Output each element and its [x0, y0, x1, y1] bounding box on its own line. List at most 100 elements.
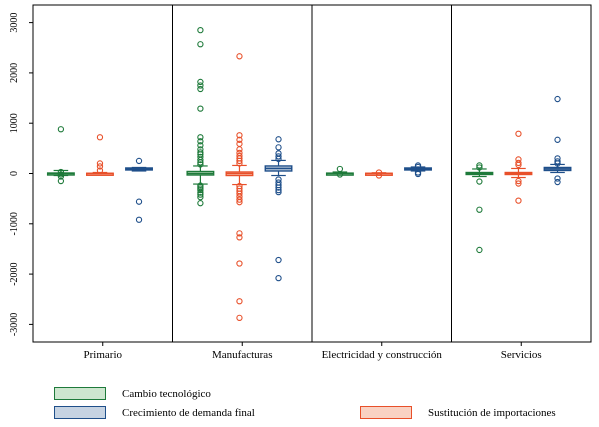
y-tick-label: -2000	[9, 262, 20, 285]
outlier-point	[236, 230, 243, 237]
y-tick-label: 1000	[9, 113, 20, 133]
box-group	[504, 130, 533, 204]
outlier-point	[275, 274, 282, 282]
outlier-point	[515, 159, 522, 167]
outlier-point	[57, 168, 65, 176]
outlier-point	[96, 134, 104, 141]
x-tick-label: Electricidad y construcción	[322, 349, 443, 361]
box-group	[46, 126, 75, 185]
outlier-point	[476, 246, 483, 254]
outlier-point	[96, 167, 104, 174]
outlier-point	[476, 164, 483, 171]
outlier-point	[554, 178, 561, 186]
outlier-point	[375, 169, 383, 176]
outlier-point	[236, 260, 243, 267]
outlier-point	[236, 160, 243, 167]
outlier-point	[57, 126, 65, 133]
outlier-point	[554, 175, 561, 182]
outlier-point	[336, 165, 344, 173]
outlier-point	[275, 153, 282, 160]
outlier-point	[96, 163, 104, 170]
outlier-point	[197, 82, 204, 89]
outlier-point	[515, 130, 522, 137]
y-tick-label: 3000	[9, 13, 20, 33]
outlier-point	[197, 138, 204, 145]
box-group	[325, 165, 354, 178]
y-axis: -3000 -2000 -1000 0 1000 2000 3000	[9, 13, 33, 336]
outlier-point	[197, 142, 204, 149]
outlier-point	[554, 158, 561, 165]
box-group	[264, 136, 293, 282]
outlier-point	[236, 132, 243, 139]
outlier-point	[197, 134, 204, 141]
outlier-point	[236, 146, 243, 153]
outlier-point	[336, 171, 344, 178]
box-group	[125, 157, 153, 223]
outlier-point	[275, 155, 282, 163]
outlier-point	[197, 85, 204, 93]
outlier-point	[554, 160, 561, 167]
x-tick-label: Manufacturas	[212, 349, 272, 361]
box-group	[225, 53, 254, 322]
chart-marks	[46, 5, 572, 342]
outlier-point	[414, 170, 422, 178]
outlier-point	[236, 190, 243, 197]
outlier-point	[197, 193, 204, 201]
outlier-point	[57, 177, 65, 185]
outlier-point	[275, 184, 282, 191]
outlier-point	[197, 105, 204, 112]
outlier-point	[197, 159, 204, 166]
plot-frame	[32, 4, 592, 343]
x-tick-label: Primario	[84, 349, 123, 361]
outlier-point	[275, 186, 282, 194]
outlier-point	[197, 186, 204, 194]
box-group	[404, 162, 432, 178]
outlier-point	[275, 188, 282, 196]
box-group	[543, 95, 572, 186]
outlier-point	[275, 144, 282, 151]
outlier-point	[135, 216, 143, 223]
outlier-point	[554, 136, 561, 143]
outlier-point	[197, 161, 204, 168]
outlier-point	[236, 157, 243, 165]
outlier-point	[236, 199, 243, 206]
outlier-point	[135, 198, 143, 205]
outlier-point	[275, 256, 282, 264]
outlier-point	[57, 171, 65, 178]
outlier-point	[197, 78, 204, 86]
outlier-point	[197, 41, 204, 48]
box-group	[86, 134, 114, 176]
outlier-point	[236, 314, 243, 322]
outlier-point	[135, 157, 143, 165]
outlier-point	[236, 196, 243, 203]
box-group	[186, 26, 215, 207]
outlier-point	[236, 136, 243, 143]
outlier-point	[197, 26, 204, 34]
outlier-point	[197, 149, 204, 156]
outlier-point	[236, 234, 243, 241]
outlier-point	[197, 156, 204, 164]
outlier-point	[236, 53, 243, 60]
outlier-point	[476, 162, 483, 169]
outlier-point	[515, 180, 522, 187]
box-group	[465, 162, 494, 254]
outlier-point	[554, 95, 561, 103]
outlier-point	[197, 200, 204, 207]
outlier-point	[275, 136, 282, 143]
outlier-point	[236, 298, 243, 305]
y-tick-label: -3000	[9, 313, 20, 336]
outlier-point	[57, 173, 65, 180]
outlier-point	[515, 197, 522, 204]
x-axis: Primario Manufacturas Electricidad y const…	[84, 342, 542, 361]
outlier-point	[476, 206, 483, 213]
outlier-point	[96, 160, 104, 167]
y-tick-label: 2000	[9, 63, 20, 83]
outlier-point	[515, 161, 522, 169]
outlier-point	[515, 177, 522, 185]
x-tick-label: Servicios	[501, 349, 542, 361]
y-tick-label: 0	[9, 171, 20, 176]
box-group	[365, 169, 393, 179]
outlier-point	[197, 189, 204, 196]
y-tick-label: -1000	[9, 212, 20, 235]
